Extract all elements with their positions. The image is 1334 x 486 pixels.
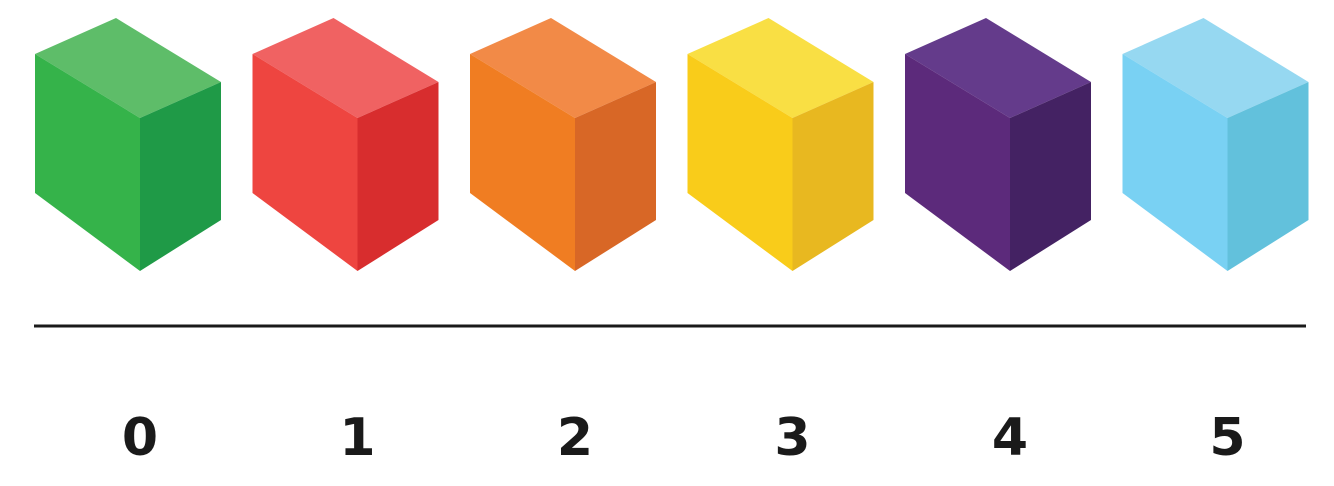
block-top-face (1122, 18, 1309, 118)
block-label-0: 0 (122, 408, 158, 468)
block-1 (252, 18, 439, 271)
block-front-face (35, 54, 140, 271)
block-side-face (1010, 82, 1091, 271)
block-label-5: 5 (1209, 408, 1245, 468)
block-0 (35, 18, 221, 271)
block-top-face (687, 18, 874, 118)
block-side-face (575, 82, 656, 271)
block-label-4: 4 (992, 408, 1028, 468)
blocks-row (35, 18, 1309, 271)
block-front-face (1122, 54, 1228, 271)
block-front-face (687, 54, 793, 271)
block-top-face (35, 18, 221, 118)
block-3 (687, 18, 874, 271)
block-front-face (905, 54, 1010, 271)
block-top-face (905, 18, 1091, 118)
block-top-face (470, 18, 656, 118)
block-label-1: 1 (339, 408, 375, 468)
block-label-2: 2 (557, 408, 593, 468)
block-side-face (1227, 82, 1309, 271)
block-side-face (792, 82, 874, 271)
block-front-face (252, 54, 358, 271)
block-label-3: 3 (774, 408, 810, 468)
block-side-face (357, 82, 439, 271)
block-5 (1122, 18, 1309, 271)
block-2 (470, 18, 656, 271)
block-side-face (140, 82, 221, 271)
block-top-face (252, 18, 439, 118)
block-4 (905, 18, 1091, 271)
block-front-face (470, 54, 575, 271)
labels-row: 0 1 2 3 4 5 (122, 408, 1246, 468)
